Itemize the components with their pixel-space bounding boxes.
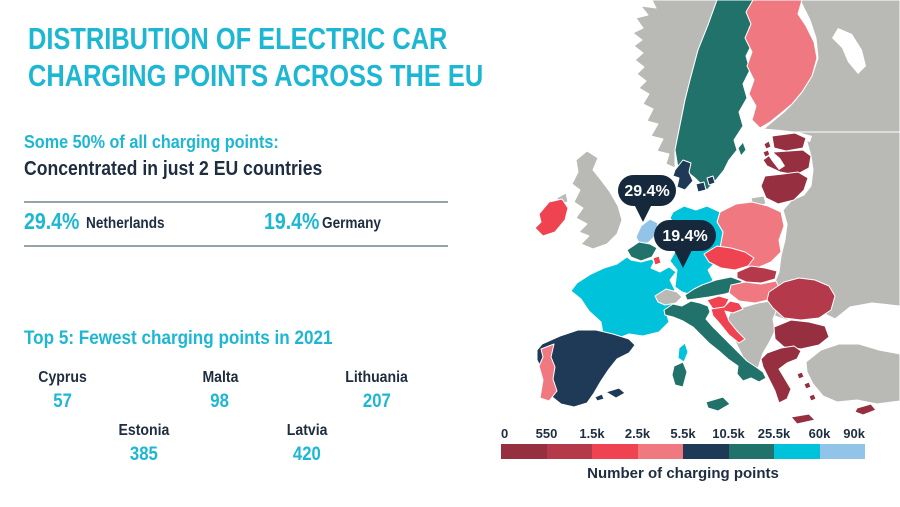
country-italy: [663, 300, 767, 383]
callout-netherlands: 29.4%: [618, 175, 676, 222]
top5-value: 385: [130, 444, 158, 465]
legend-segment: [501, 444, 547, 459]
top5-value: 207: [363, 391, 391, 412]
legend-segment: [728, 444, 774, 459]
legend-caption: Number of charging points: [587, 465, 779, 482]
divider-top: [24, 201, 448, 203]
callout-value: 29.4%: [624, 183, 669, 200]
sicily-island: [705, 396, 731, 412]
country-switzerland: [654, 288, 683, 306]
callout-tail: [634, 204, 652, 222]
country-uk: [571, 150, 623, 250]
top5-entry-lithuania: Lithuania 207: [307, 368, 447, 413]
top5-entry-estonia: Estonia 385: [74, 421, 214, 466]
balkans-region: [726, 300, 778, 376]
country-luxembourg: [652, 255, 662, 266]
country-czechia: [703, 245, 755, 271]
country-denmark: [672, 159, 694, 191]
country-ireland: [534, 198, 569, 237]
top5-country: Malta: [202, 369, 238, 386]
crete-island: [790, 413, 816, 425]
legend-segment: [683, 444, 729, 459]
legend-tick: 25.5k: [757, 426, 791, 441]
country-finland: [744, 0, 818, 129]
top5-country: Lithuania: [345, 369, 409, 386]
corsica-island: [677, 342, 689, 363]
country-turkey: [805, 343, 900, 405]
legend-segment: [637, 444, 683, 459]
highlight-heading: Some 50% of all charging points:: [24, 132, 279, 152]
country-belgium: [626, 241, 658, 262]
stat-label-netherlands: Netherlands: [86, 215, 165, 232]
callout-germany: 19.4%: [654, 220, 716, 268]
country-romania: [766, 277, 836, 321]
page-title-line2: CHARGING POINTS ACROSS THE EU: [28, 58, 484, 93]
legend-segment: [592, 444, 638, 459]
white-sea: [832, 28, 866, 74]
highlight-subheading: Concentrated in just 2 EU countries: [24, 158, 323, 180]
country-bulgaria: [773, 319, 830, 350]
country-estonia: [771, 132, 807, 152]
top5-entry-cyprus: Cyprus 57: [0, 368, 133, 413]
top5-value: 420: [293, 444, 321, 465]
top5-value: 57: [53, 391, 73, 412]
country-greece: [760, 345, 802, 404]
stat-label-germany: Germany: [322, 215, 381, 232]
callout-bubble: [618, 175, 676, 206]
legend-tick: 5.5k: [670, 426, 696, 441]
legend-tick: 10.5k: [712, 426, 745, 441]
top5-country: Cyprus: [38, 369, 88, 386]
balearic-islands: [594, 387, 626, 402]
divider-bottom: [24, 245, 448, 247]
top5-country: Latvia: [286, 422, 328, 439]
country-croatia: [710, 300, 746, 344]
legend-tick: 550: [535, 426, 558, 441]
page-title: DISTRIBUTION OF ELECTRIC CAR CHARGING PO…: [28, 20, 583, 94]
legend-tick: 1.5k: [579, 426, 605, 441]
stat-value-netherlands: 29.4%: [24, 208, 80, 234]
legend-tick-labels: 0 550 1.5k 2.5k 5.5k 10.5k 25.5k 60k 90k: [501, 426, 865, 442]
europe-choropleth-map: 29.4% 19.4%: [480, 0, 900, 430]
gotland-island: [737, 141, 747, 157]
country-slovenia: [706, 295, 730, 310]
country-france: [570, 256, 677, 340]
country-lithuania: [760, 171, 809, 205]
greek-islands: [796, 371, 817, 402]
gulf-of-riga: [768, 152, 785, 170]
country-cyprus: [854, 403, 877, 416]
top5-entry-malta: Malta 98: [150, 368, 290, 413]
callout-bubble: [654, 220, 716, 251]
sardinia-island: [671, 361, 688, 388]
legend-tick: 60k: [808, 426, 831, 441]
page-title-line1: DISTRIBUTION OF ELECTRIC CAR: [28, 21, 448, 56]
map-legend: 0 550 1.5k 2.5k 5.5k 10.5k 25.5k 60k 90k…: [501, 426, 865, 482]
callout-value: 19.4%: [662, 228, 707, 245]
legend-tick: 0: [501, 426, 509, 441]
legend-segment: [774, 444, 820, 459]
legend-segment: [546, 444, 592, 459]
legend-color-scale: [501, 444, 865, 459]
country-slovakia: [736, 265, 778, 284]
legend-tick: 90k: [843, 426, 865, 441]
top5-heading: Top 5: Fewest charging points in 2021: [24, 328, 333, 349]
legend-tick: 2.5k: [624, 426, 651, 441]
top5-country: Estonia: [118, 422, 170, 439]
stat-value-germany: 19.4%: [264, 208, 320, 234]
denmark-islands: [695, 175, 716, 193]
callout-tail: [674, 250, 692, 268]
legend-segment: [819, 444, 865, 459]
top5-entry-latvia: Latvia 420: [237, 421, 377, 466]
country-portugal: [538, 343, 558, 402]
top5-value: 98: [210, 391, 230, 412]
